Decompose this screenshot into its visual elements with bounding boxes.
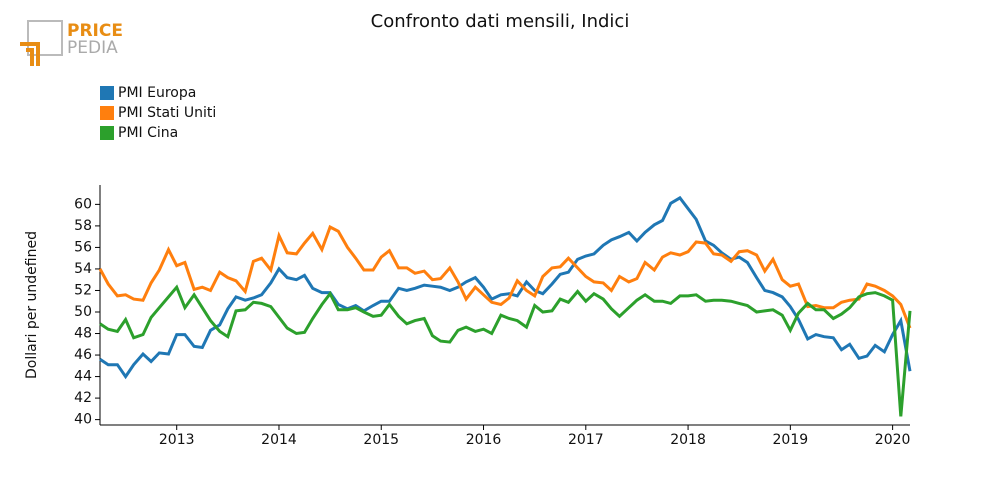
- y-tick-label: 56: [74, 239, 92, 255]
- x-tick-label: 2019: [773, 432, 809, 448]
- legend-swatch: [100, 106, 114, 120]
- series-line: [99, 284, 912, 417]
- x-tick-label: 2014: [261, 432, 297, 448]
- series-line: [98, 224, 912, 329]
- logo-mark: [20, 42, 40, 66]
- y-tick-label: 46: [74, 347, 92, 363]
- x-tick-label: 2020: [875, 432, 911, 448]
- legend-label: PMI Europa: [118, 85, 196, 101]
- legend-label: PMI Cina: [118, 125, 178, 141]
- logo-text: PEDIA: [67, 38, 118, 58]
- legend-label: PMI Stati Uniti: [118, 105, 216, 121]
- y-tick-label: 60: [74, 196, 92, 212]
- y-tick-label: 54: [74, 261, 92, 277]
- y-tick-label: 58: [74, 218, 92, 234]
- series-line: [99, 195, 912, 380]
- x-tick-label: 2017: [568, 432, 604, 448]
- y-tick-label: 44: [74, 369, 92, 385]
- y-tick-label: 52: [74, 282, 92, 298]
- x-tick-label: 2018: [670, 432, 706, 448]
- y-tick-label: 50: [74, 304, 92, 320]
- x-tick-label: 2015: [363, 432, 399, 448]
- x-tick-label: 2013: [159, 432, 195, 448]
- y-tick-label: 48: [74, 326, 92, 342]
- logo-text: PRICE: [67, 21, 123, 41]
- logo-frame: [27, 20, 63, 56]
- legend-swatch: [100, 86, 114, 100]
- chart-title: Confronto dati mensili, Indici: [371, 11, 630, 32]
- x-tick-label: 2016: [466, 432, 502, 448]
- y-axis-label: Dollari per undefined: [24, 231, 40, 379]
- legend-swatch: [100, 126, 114, 140]
- y-tick-label: 42: [74, 390, 92, 406]
- logo: PRICE PEDIA: [20, 20, 123, 66]
- y-tick-label: 40: [74, 412, 92, 428]
